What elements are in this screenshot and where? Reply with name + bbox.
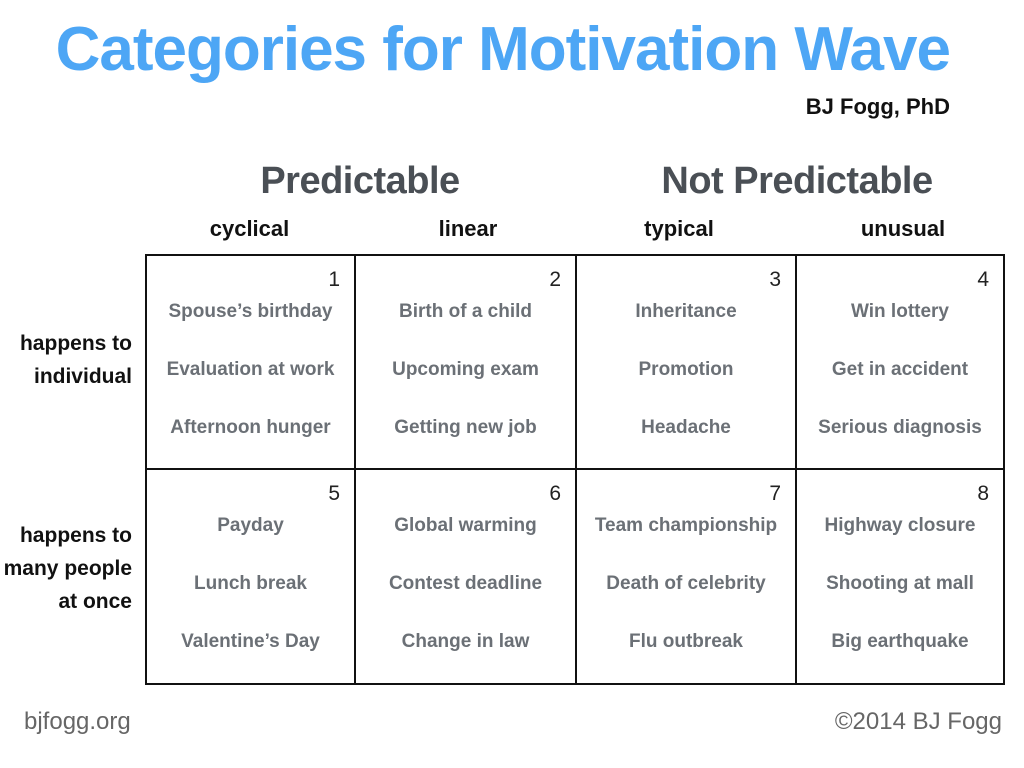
cell-item: Lunch break (194, 572, 307, 594)
cell-item: Win lottery (851, 301, 949, 322)
cell-item: Evaluation at work (166, 359, 335, 380)
cell-item: Getting new job (394, 417, 537, 438)
row-label-line: at once (58, 590, 132, 613)
footer-website: bjfogg.org (24, 708, 131, 735)
cell-item: Inheritance (635, 301, 737, 322)
grid-cell-7: 7 Team championship Death of celebrity F… (577, 469, 797, 683)
cell-number: 7 (769, 481, 781, 505)
author-credit: BJ Fogg, PhD (805, 94, 950, 119)
grid-cell-1: 1 Spouse’s birthday Evaluation at work A… (147, 256, 356, 470)
row-label-line: many people (3, 557, 132, 580)
cell-number: 8 (977, 481, 989, 505)
cell-item: Death of celebrity (606, 572, 766, 594)
cell-item: Global warming (394, 514, 537, 536)
column-label-typical: typical (644, 216, 714, 241)
column-label-unusual: unusual (860, 216, 946, 241)
cell-item: Headache (641, 417, 731, 438)
cell-number: 6 (549, 481, 561, 505)
cell-number: 5 (328, 481, 340, 505)
grid-cell-3: 3 Inheritance Promotion Headache (577, 256, 797, 470)
footer-copyright: ©2014 BJ Fogg (834, 708, 1002, 735)
cell-item: Valentine’s Day (181, 630, 320, 652)
cell-item: Team championship (594, 514, 778, 536)
row-label-line: happens to (19, 524, 132, 547)
cell-item: Payday (217, 514, 284, 536)
row-label-individual: happens to individual (0, 327, 132, 393)
cell-item: Change in law (401, 630, 530, 652)
cell-number: 1 (328, 268, 340, 291)
cell-item: Get in accident (831, 359, 969, 380)
page-title: Categories for Motivation Wave (55, 15, 951, 84)
cell-item: Serious diagnosis (818, 417, 982, 438)
cell-item: Big earthquake (831, 630, 969, 652)
column-label-cyclical: cyclical (209, 216, 290, 241)
cell-number: 4 (977, 268, 989, 291)
cell-item: Upcoming exam (392, 359, 539, 380)
row-label-line: happens to (19, 332, 132, 355)
cell-item: Birth of a child (399, 301, 532, 322)
cell-item: Shooting at mall (826, 572, 974, 594)
row-label-line: individual (33, 365, 132, 388)
cell-number: 3 (769, 268, 781, 291)
column-label-linear: linear (438, 216, 498, 241)
cell-item: Flu outbreak (628, 630, 743, 652)
row-label-many-people: happens to many people at once (0, 519, 132, 618)
cell-item: Promotion (638, 359, 734, 380)
cell-number: 2 (549, 268, 561, 291)
cell-item: Highway closure (824, 514, 976, 536)
grid-cell-4: 4 Win lottery Get in accident Serious di… (797, 256, 1003, 470)
category-grid: 1 Spouse’s birthday Evaluation at work A… (145, 254, 1005, 685)
cell-item: Contest deadline (388, 572, 543, 594)
grid-cell-6: 6 Global warming Contest deadline Change… (356, 469, 577, 683)
group-heading-not-predictable: Not Predictable (661, 160, 933, 202)
group-heading-predictable: Predictable (260, 160, 460, 202)
cell-item: Spouse’s birthday (168, 301, 333, 322)
grid-cell-8: 8 Highway closure Shooting at mall Big e… (797, 470, 1003, 684)
cell-item: Afternoon hunger (170, 417, 331, 438)
grid-cell-5: 5 Payday Lunch break Valentine’s Day (147, 469, 356, 683)
grid-cell-2: 2 Birth of a child Upcoming exam Getting… (356, 256, 577, 470)
